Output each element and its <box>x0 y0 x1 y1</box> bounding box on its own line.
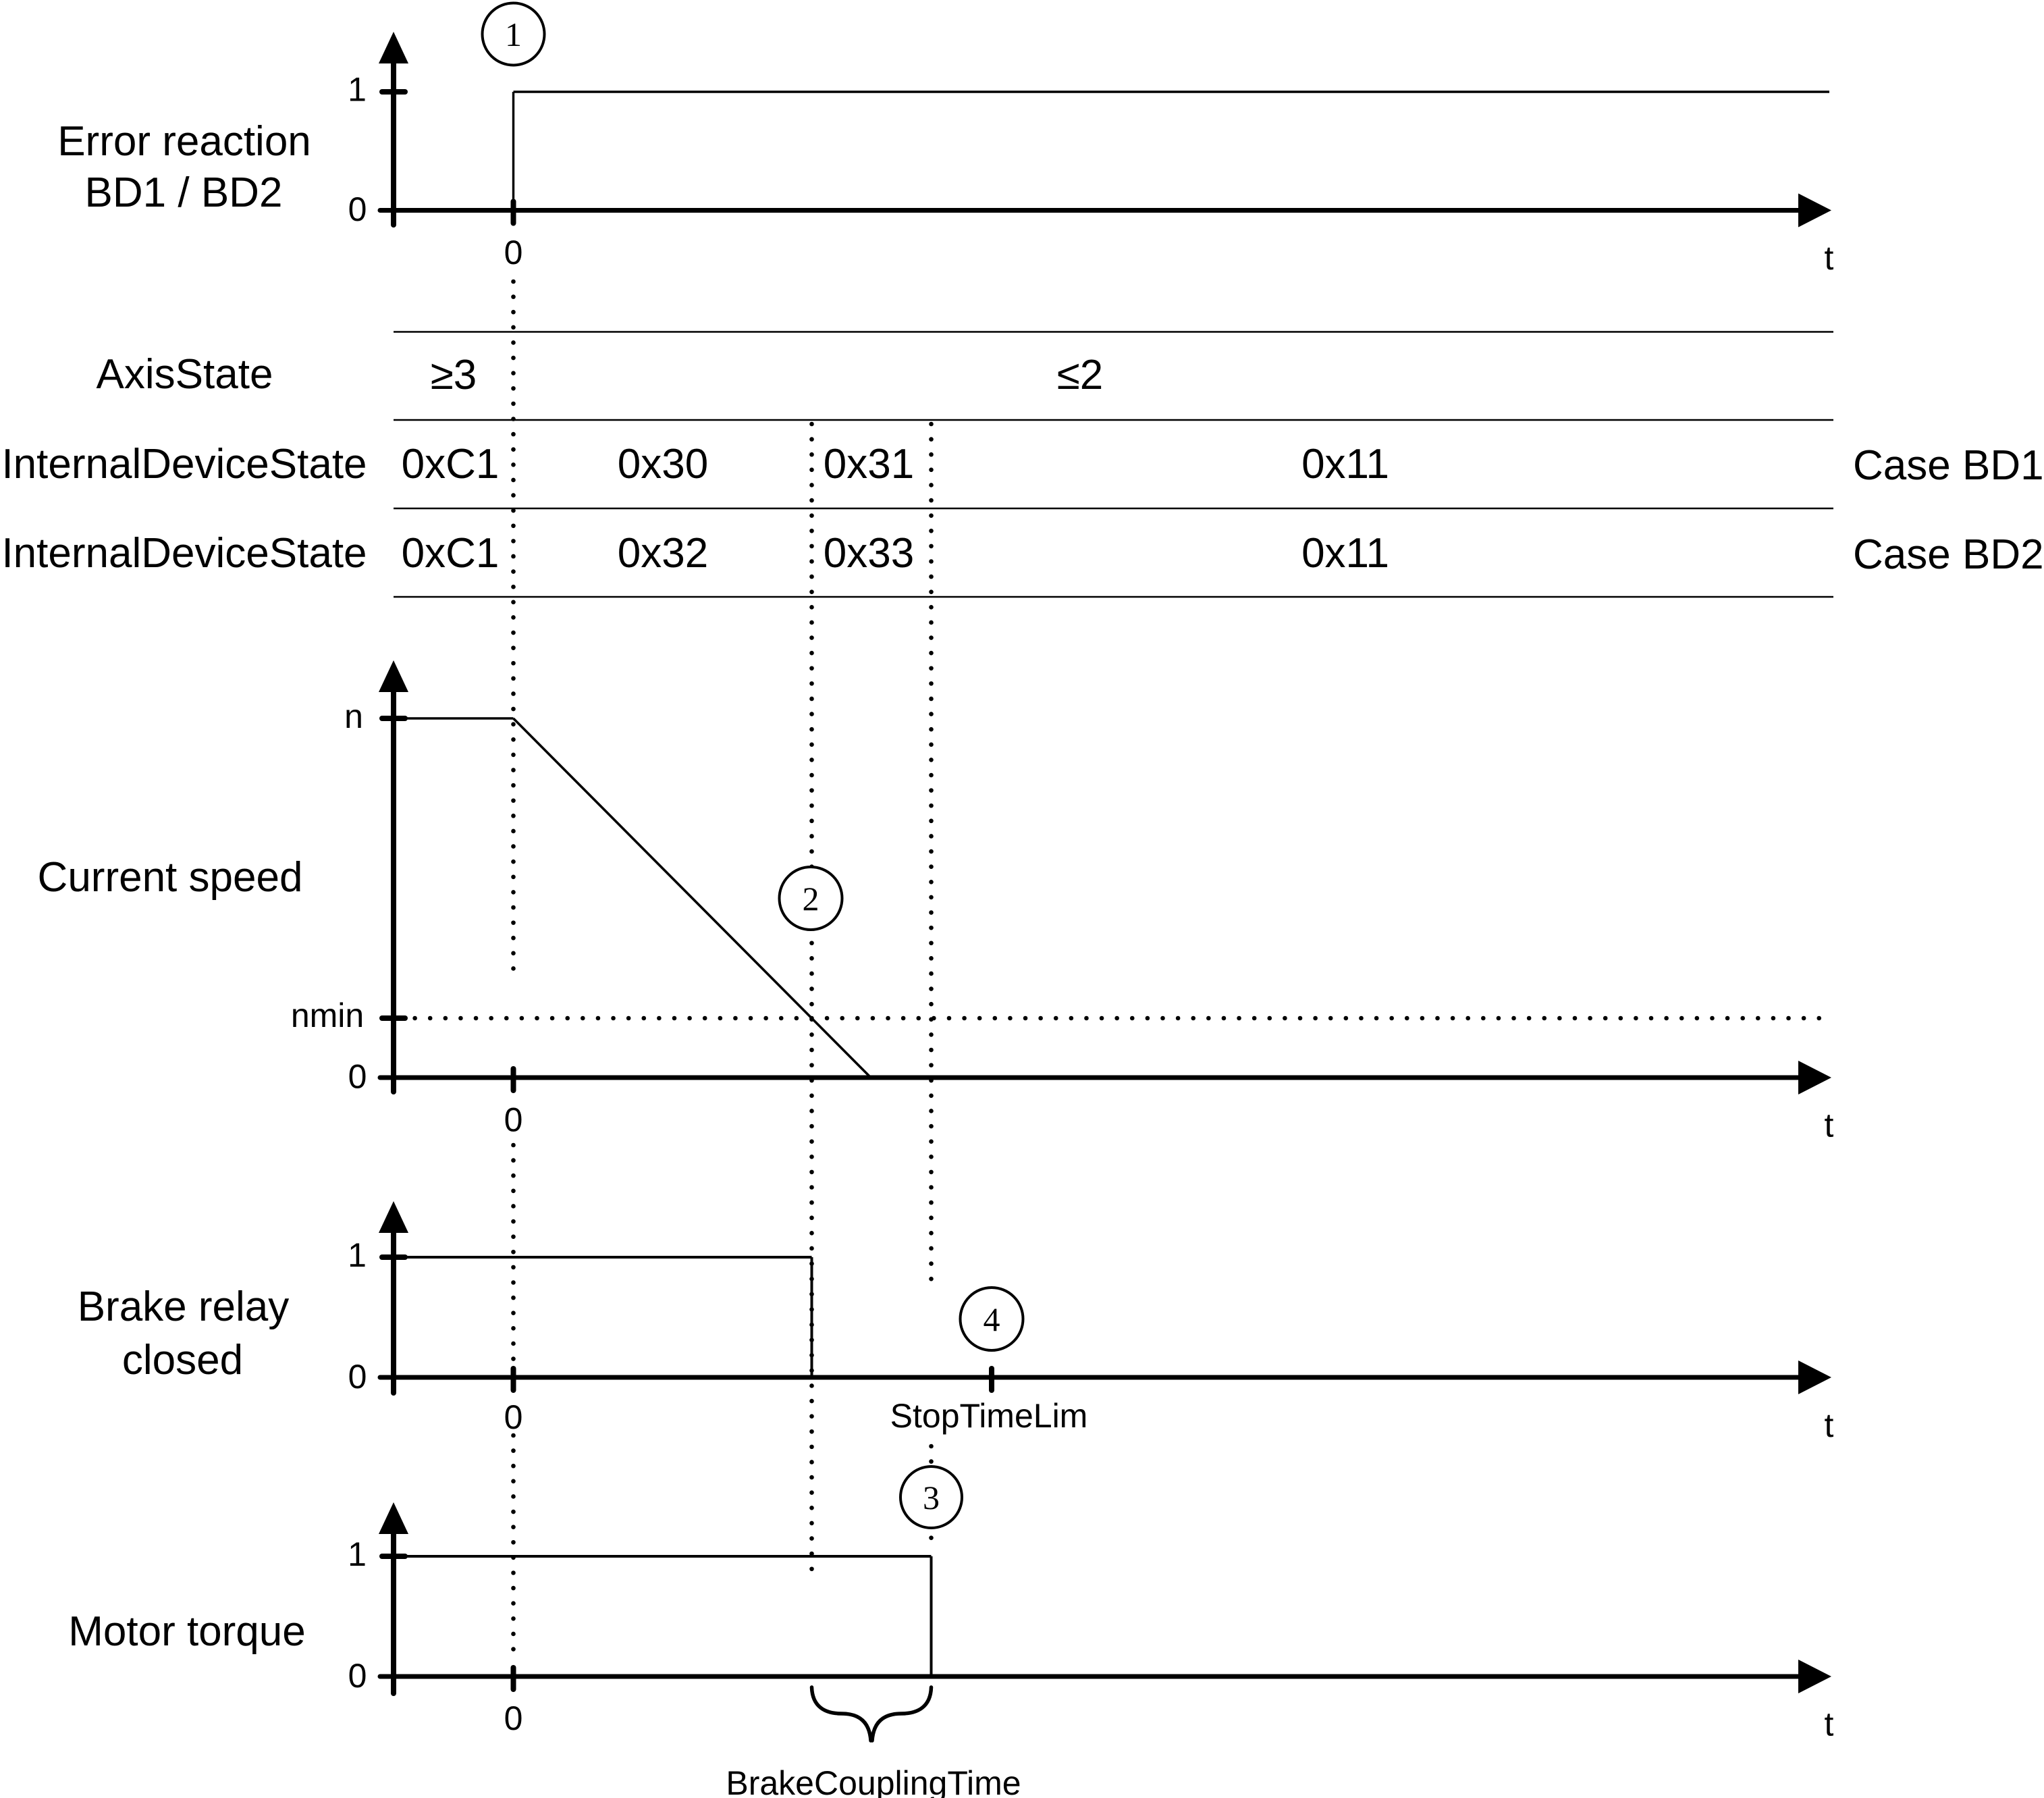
svg-text:t: t <box>1825 1107 1834 1144</box>
svg-text:Motor torque: Motor torque <box>68 1608 306 1655</box>
svg-text:4: 4 <box>984 1300 1000 1338</box>
svg-text:0x31: 0x31 <box>824 441 914 487</box>
svg-text:1: 1 <box>348 71 367 109</box>
svg-text:0: 0 <box>504 1699 523 1737</box>
svg-text:BrakeCouplingTime: BrakeCouplingTime <box>726 1764 1021 1798</box>
svg-text:0x11: 0x11 <box>1301 530 1389 577</box>
svg-text:Brake relay: Brake relay <box>78 1284 290 1330</box>
svg-text:≥3: ≥3 <box>431 352 477 398</box>
svg-text:1: 1 <box>505 16 522 53</box>
svg-text:nmin: nmin <box>291 997 364 1034</box>
svg-text:0xC1: 0xC1 <box>402 530 500 577</box>
svg-text:t: t <box>1825 1706 1834 1743</box>
svg-text:1: 1 <box>348 1236 367 1274</box>
svg-text:closed: closed <box>122 1337 243 1383</box>
svg-text:Case BD1: Case BD1 <box>1853 442 2044 489</box>
svg-text:BD1 / BD2: BD1 / BD2 <box>85 169 283 216</box>
svg-text:0: 0 <box>504 1398 523 1436</box>
svg-text:Case BD2: Case BD2 <box>1853 531 2044 578</box>
svg-text:0: 0 <box>348 1358 367 1396</box>
svg-text:0: 0 <box>348 1058 367 1096</box>
svg-text:0x32: 0x32 <box>618 530 708 577</box>
svg-text:0x33: 0x33 <box>824 530 914 577</box>
svg-text:StopTimeLim: StopTimeLim <box>890 1397 1088 1435</box>
svg-text:Current speed: Current speed <box>38 854 303 901</box>
svg-text:2: 2 <box>803 880 819 918</box>
svg-text:InternalDeviceState: InternalDeviceState <box>1 441 367 487</box>
svg-text:AxisState: AxisState <box>97 351 273 398</box>
svg-text:0: 0 <box>504 1101 523 1139</box>
svg-text:0x11: 0x11 <box>1301 441 1389 487</box>
svg-text:t: t <box>1825 1406 1834 1444</box>
svg-text:InternalDeviceState: InternalDeviceState <box>1 530 367 577</box>
svg-text:t: t <box>1825 239 1834 277</box>
svg-text:Error reaction: Error reaction <box>57 118 311 165</box>
svg-text:3: 3 <box>923 1479 940 1516</box>
svg-text:n: n <box>344 697 363 735</box>
svg-text:1: 1 <box>348 1535 367 1573</box>
svg-text:0xC1: 0xC1 <box>402 441 500 487</box>
svg-text:0: 0 <box>504 234 523 271</box>
svg-text:≤2: ≤2 <box>1057 352 1104 398</box>
svg-text:0x30: 0x30 <box>618 441 708 487</box>
svg-text:0: 0 <box>348 190 367 228</box>
svg-text:0: 0 <box>348 1657 367 1695</box>
